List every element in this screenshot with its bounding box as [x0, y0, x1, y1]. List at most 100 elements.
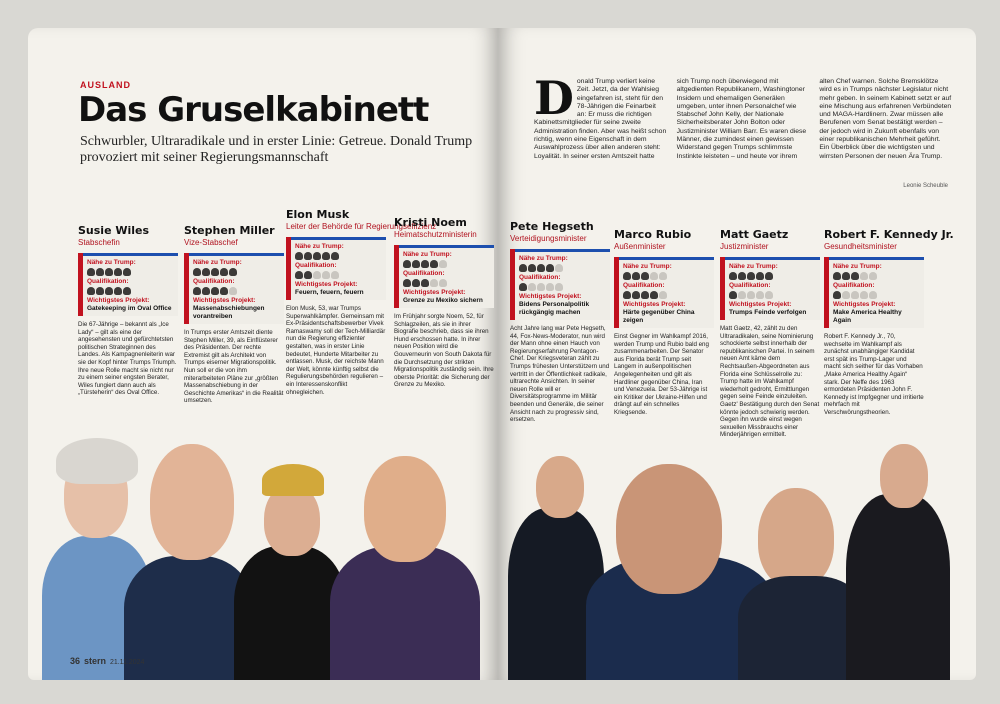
trump-head-icon	[842, 291, 850, 299]
rating-label: Qualifikation:	[295, 262, 337, 269]
project-label: Wichtigstes Projekt:	[623, 301, 686, 308]
cabinet-member: Robert F. Kennedy Jr. Gesundheitsminister…	[824, 228, 954, 417]
trump-head-icon	[229, 268, 237, 276]
trump-head-icon	[519, 264, 527, 272]
trump-head-rating	[193, 287, 280, 295]
trump-head-icon	[421, 260, 429, 268]
trump-head-icon	[833, 272, 841, 280]
section-kicker: AUSLAND	[80, 80, 131, 90]
trump-head-icon	[313, 252, 321, 260]
trump-head-icon	[421, 279, 429, 287]
trump-head-icon	[304, 252, 312, 260]
article-subtitle: Schwurbler, Ultraradikale und in erster …	[80, 134, 473, 165]
trump-head-icon	[765, 272, 773, 280]
rating-label: Qualifikation:	[833, 282, 875, 289]
trump-head-icon	[114, 268, 122, 276]
trump-head-icon	[765, 291, 773, 299]
cabinet-member: Stephen Miller Vize-Stabschef Nähe zu Trum…	[184, 224, 284, 405]
trump-head-rating	[87, 287, 174, 295]
left-page: AUSLAND Das Gruselkabinett Schwurbler, U…	[28, 28, 498, 680]
trump-head-icon	[202, 268, 210, 276]
member-role: Leiter der Behörde für Regierungseffizie…	[286, 222, 437, 231]
trump-head-icon	[229, 287, 237, 295]
trump-head-icon	[528, 283, 536, 291]
trump-head-icon	[738, 291, 746, 299]
trump-head-icon	[96, 268, 104, 276]
trump-head-icon	[659, 272, 667, 280]
member-name: Marco Rubio	[614, 228, 692, 241]
trump-head-rating	[833, 272, 920, 280]
trump-head-icon	[412, 260, 420, 268]
trump-head-icon	[439, 279, 447, 287]
member-name: Susie Wiles	[78, 224, 150, 237]
rating-box: Nähe zu Trump: Qualifikation: Wichtigstes …	[614, 257, 714, 328]
trump-head-rating	[729, 272, 816, 280]
project-label: Wichtigstes Projekt:	[193, 297, 256, 304]
trump-head-icon	[842, 272, 850, 280]
trump-head-icon	[313, 271, 321, 279]
member-project: Trumps Feinde verfolgen	[729, 309, 807, 316]
trump-head-rating	[403, 260, 490, 268]
member-role: Verteidigungsminister	[510, 234, 587, 243]
rating-box: Nähe zu Trump: Qualifikation: Wichtigstes …	[286, 237, 386, 300]
cabinet-member: Elon Musk Leiter der Behörde für Regierun…	[286, 208, 437, 396]
member-role: Gesundheitsminister	[824, 242, 897, 251]
member-role: Justizminister	[720, 242, 769, 251]
trump-head-icon	[546, 264, 554, 272]
trump-head-icon	[623, 291, 631, 299]
trump-head-rating	[295, 271, 382, 279]
trump-head-icon	[430, 260, 438, 268]
project-label: Wichtigstes Projekt:	[87, 297, 150, 304]
trump-head-rating	[519, 264, 606, 272]
article-title: Das Gruselkabinett	[78, 90, 429, 130]
member-role: Vize-Stabschef	[184, 238, 238, 247]
rating-label: Nähe zu Trump:	[729, 263, 778, 270]
rating-label: Nähe zu Trump:	[519, 255, 568, 262]
member-text: Acht Jahre lang war Pete Hegseth, 44, Fo…	[510, 325, 610, 424]
rating-label: Qualifikation:	[193, 278, 235, 285]
rating-box: Nähe zu Trump: Qualifikation: Wichtigstes …	[510, 249, 610, 320]
trump-head-icon	[632, 272, 640, 280]
trump-head-icon	[202, 287, 210, 295]
trump-head-rating	[623, 291, 710, 299]
member-name: Matt Gaetz	[720, 228, 789, 241]
cabinet-member: Susie Wiles Stabschefin Nähe zu Trump: Qual…	[78, 224, 178, 397]
drop-cap: D	[534, 71, 574, 125]
trump-head-icon	[659, 291, 667, 299]
trump-head-icon	[211, 268, 219, 276]
trump-head-icon	[331, 252, 339, 260]
trump-head-icon	[295, 271, 303, 279]
member-project: Gatekeeping im Oval Office	[87, 305, 172, 312]
trump-head-icon	[860, 272, 868, 280]
trump-head-rating	[623, 272, 710, 280]
trump-head-icon	[528, 264, 536, 272]
trump-head-icon	[430, 279, 438, 287]
trump-head-icon	[87, 287, 95, 295]
member-project: Härte gegenüber China zeigen	[623, 309, 695, 324]
rating-label: Nähe zu Trump:	[295, 243, 344, 250]
trump-head-icon	[860, 291, 868, 299]
rating-label: Qualifikation:	[729, 282, 771, 289]
trump-head-icon	[105, 268, 113, 276]
trump-head-icon	[833, 291, 841, 299]
trump-head-icon	[96, 287, 104, 295]
rating-box: Nähe zu Trump: Qualifikation: Wichtigstes …	[184, 253, 284, 324]
member-role: Außenminister	[614, 242, 666, 251]
trump-head-icon	[220, 287, 228, 295]
trump-head-icon	[295, 252, 303, 260]
member-text: Elon Musk, 53, war Trumps Superwahlkämpf…	[286, 305, 386, 396]
member-project: Feuern, feuern, feuern	[295, 289, 364, 296]
rating-label: Nähe zu Trump:	[833, 263, 882, 270]
member-project: Grenze zu Mexiko sichern	[403, 297, 483, 304]
trump-head-icon	[331, 271, 339, 279]
member-name: Kristi Noem	[394, 216, 467, 229]
member-text: Einst Gegner im Wahlkampf 2016, werden T…	[614, 333, 709, 416]
trump-head-icon	[747, 291, 755, 299]
member-role: Heimatschutzministerin	[394, 230, 477, 239]
trump-head-icon	[220, 268, 228, 276]
trump-head-icon	[650, 272, 658, 280]
member-name: Pete Hegseth	[510, 220, 594, 233]
member-project: Massenabschiebungen vorantreiben	[193, 305, 265, 320]
member-text: Die 67-Jährige – bekannt als „Ice Lady“ …	[78, 321, 177, 397]
